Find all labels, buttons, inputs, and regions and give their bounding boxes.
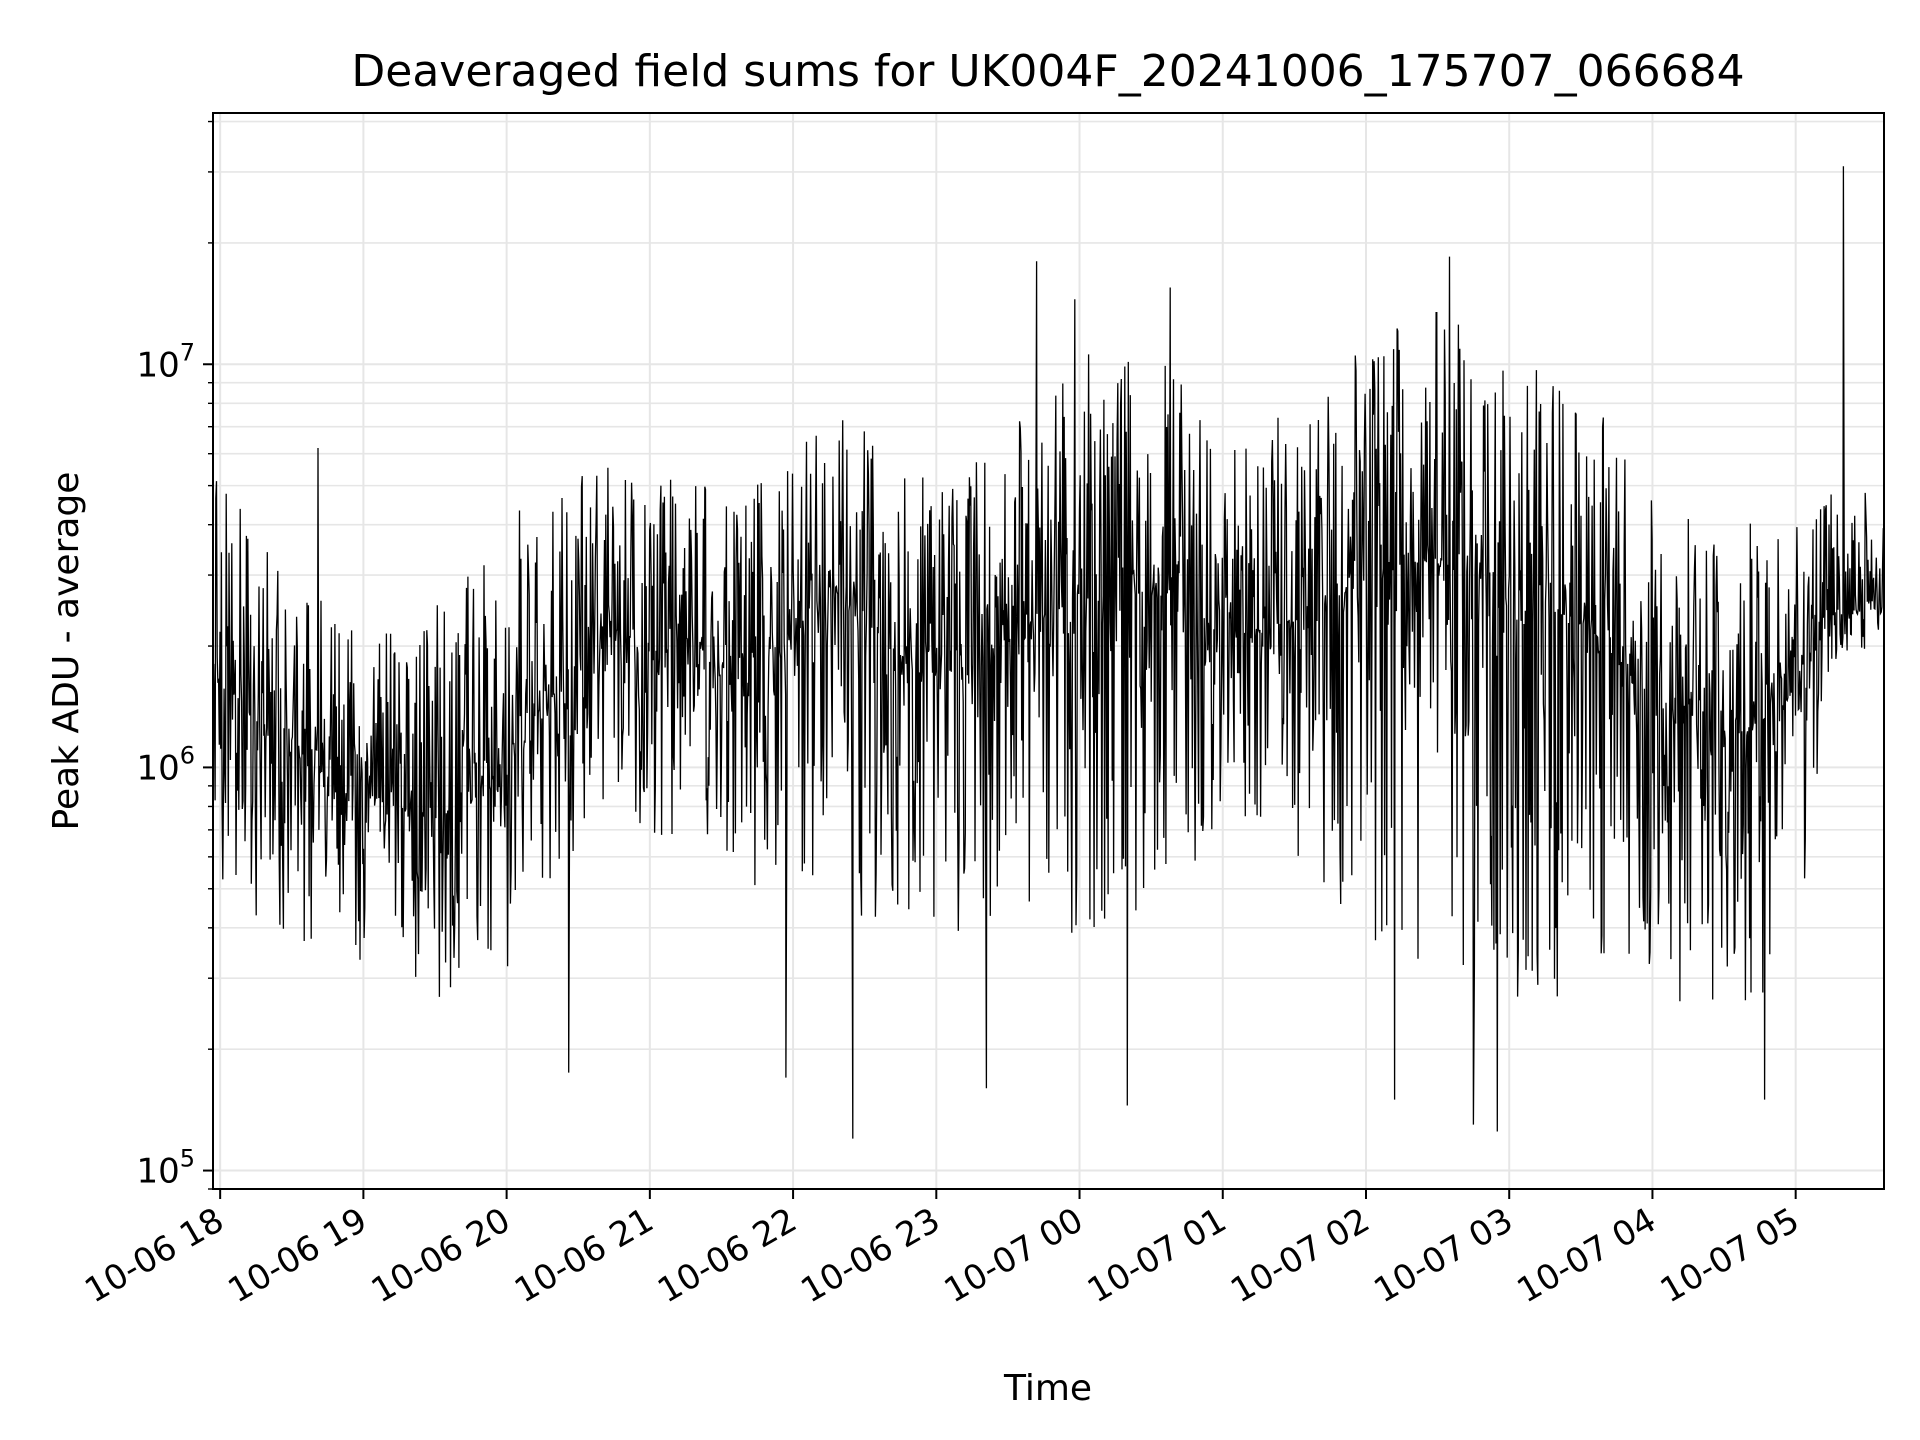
x-tick-label: 10-06 20 bbox=[365, 1200, 517, 1311]
x-tick-label: 10-07 02 bbox=[1224, 1200, 1376, 1311]
x-tick-label: 10-06 19 bbox=[221, 1200, 373, 1311]
x-tick-label: 10-07 00 bbox=[938, 1200, 1090, 1311]
series-line bbox=[212, 166, 1885, 1139]
y-axis-label: Peak ADU - average bbox=[46, 472, 87, 831]
x-tick-label: 10-07 03 bbox=[1367, 1200, 1519, 1311]
y-tick-label: 105 bbox=[136, 1145, 195, 1192]
plot-frame bbox=[212, 112, 1885, 1190]
y-tick-label: 107 bbox=[136, 338, 195, 385]
y-tick-label: 106 bbox=[136, 741, 195, 788]
x-tick-label: 10-06 23 bbox=[794, 1200, 946, 1311]
x-axis-label: Time bbox=[1003, 1368, 1092, 1409]
x-tick-label: 10-07 04 bbox=[1511, 1200, 1663, 1311]
x-tick-label: 10-07 05 bbox=[1654, 1200, 1806, 1311]
x-tick-label: 10-06 18 bbox=[78, 1200, 230, 1311]
chart-title: Deaveraged field sums for UK004F_2024100… bbox=[351, 46, 1744, 97]
series-group bbox=[212, 166, 1885, 1139]
x-tick-label: 10-07 01 bbox=[1081, 1200, 1233, 1311]
y-axis: 105 106 107 bbox=[136, 120, 213, 1192]
x-tick-label: 10-06 22 bbox=[651, 1200, 803, 1311]
x-tick-label: 10-06 21 bbox=[508, 1200, 660, 1311]
